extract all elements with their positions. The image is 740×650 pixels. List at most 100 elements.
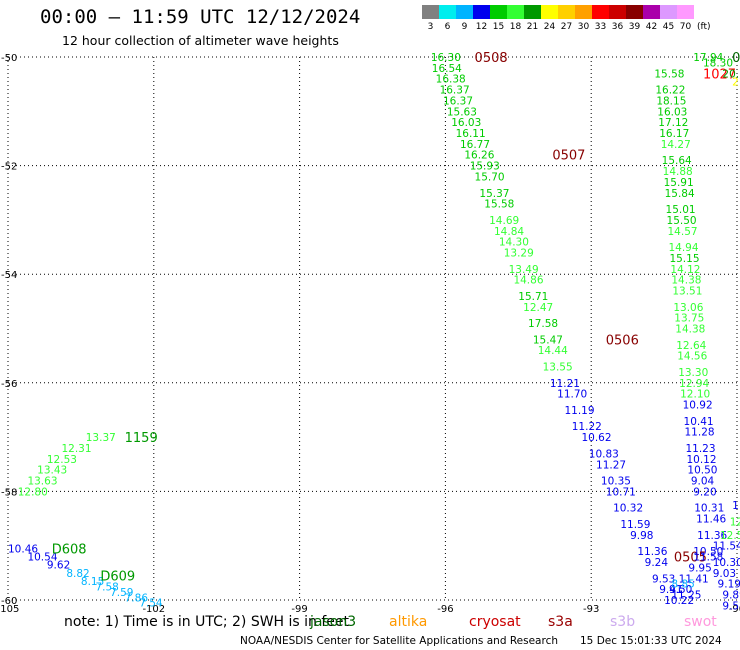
wave-height-point: 16.37 — [440, 85, 470, 97]
wave-height-point: 14.86 — [513, 275, 543, 287]
pass-time-label: D608 — [52, 542, 87, 557]
wave-height-point: 13.51 — [672, 285, 702, 297]
colorbar-swatch: 42 — [643, 5, 660, 32]
wave-height-point: 10.41 — [684, 416, 714, 428]
colorbar-color-box — [524, 5, 541, 19]
wave-height-point: 15.84 — [665, 188, 695, 200]
colorbar-color-box — [626, 5, 643, 19]
wave-height-point: 16.03 — [657, 106, 687, 118]
x-tick-label: -90 — [729, 604, 740, 615]
wave-height-point: 11.54 — [713, 541, 740, 553]
legend-altika: altika — [389, 614, 428, 630]
wave-height-point: 11.70 — [557, 389, 587, 401]
colorbar-swatch: 18 — [507, 5, 524, 32]
wave-height-point: 15.01 — [666, 204, 696, 216]
wave-height-point: 16.17 — [659, 128, 689, 140]
wave-height-point: 12.47 — [523, 302, 553, 314]
wave-height-point: 9.20 — [693, 486, 716, 498]
data-labels: 16.3016.5416.3816.3716.3715.6316.0316.11… — [8, 51, 740, 610]
wave-height-point: 10.83 — [589, 448, 619, 460]
wave-height-point: 10.30 — [713, 557, 740, 569]
colorbar-unit: (ft) — [697, 22, 711, 32]
colorbar-color-box — [490, 5, 507, 19]
wave-height-point: 14.88 — [663, 166, 693, 178]
wave-height-point: 14.38 — [675, 324, 705, 336]
wave-height-point: 16.30 — [431, 52, 461, 64]
wave-height-point: 13.06 — [673, 302, 703, 314]
legend-note: note: 1) Time is in UTC; 2) SWH is in fe… — [64, 614, 350, 630]
colorbar-swatch: 27 — [558, 5, 575, 32]
wave-height-point: 14.44 — [538, 345, 568, 357]
pass-time-label: 0507 — [552, 149, 585, 164]
wave-height-point: 10.31 — [694, 503, 724, 515]
colorbar-label: 24 — [543, 22, 556, 32]
wave-height-point: 15.93 — [470, 161, 500, 173]
colorbar-swatch: 3 — [422, 5, 439, 32]
wave-height-point: 9.41 — [659, 584, 682, 596]
wave-height-point: 16.22 — [655, 85, 685, 97]
colorbar-color-box — [643, 5, 660, 19]
x-tick-label: -105 — [0, 604, 19, 615]
y-tick-label: -54 — [1, 270, 17, 281]
colorbar-color-box — [660, 5, 677, 19]
wave-height-point: 13.63 — [27, 476, 57, 488]
wave-height-point: 8.85 — [671, 579, 694, 591]
colorbar-swatch: 12 — [473, 5, 490, 32]
wave-height-point: 13.30 — [678, 367, 708, 379]
wave-height-point: 15.91 — [664, 177, 694, 189]
wave-height-point: 15.37 — [479, 188, 509, 200]
pass-time-label: 0508 — [475, 51, 508, 66]
y-tick-label: -50 — [1, 53, 17, 64]
colorbar-swatch: 21 — [524, 5, 541, 32]
wave-height-point: 10.35 — [601, 476, 631, 488]
y-tick-label: -58 — [1, 487, 17, 498]
wave-height-point: 13.55 — [543, 362, 573, 374]
wave-height-point: 7.86 — [125, 592, 149, 604]
colorbar-swatch: 6 — [439, 5, 456, 32]
wave-height-point: 14.94 — [668, 242, 698, 254]
colorbar-label: 18 — [509, 22, 522, 32]
pass-time-label: 1159 — [125, 431, 158, 446]
wave-height-point: 20.1 — [722, 68, 740, 80]
wave-height-point: 13.75 — [674, 313, 704, 325]
wave-height-point: 17.12 — [658, 117, 688, 129]
wave-height-point: 15.63 — [447, 106, 477, 118]
wave-height-point: 11.41 — [679, 573, 709, 585]
wave-height-point: 16.26 — [464, 150, 494, 162]
colorbar-swatch: 33 — [592, 5, 609, 32]
wave-height-point: 13.37 — [86, 432, 116, 444]
colorbar-color-box — [592, 5, 609, 19]
legend-jason3: jason3 — [310, 614, 357, 630]
wave-height-point: 9.50 — [669, 584, 692, 596]
wave-height-point: 13.29 — [504, 247, 534, 259]
legend-s3a: s3a — [548, 614, 573, 630]
y-tick-label: -56 — [1, 379, 17, 390]
y-tick-label: -60 — [1, 596, 17, 607]
wave-height-point: 15.15 — [669, 253, 699, 265]
colorbar-swatch: 15 — [490, 5, 507, 32]
colorbar-color-box — [541, 5, 558, 19]
wave-height-point: 12.64 — [676, 340, 706, 352]
colorbar-label: 21 — [526, 22, 539, 32]
wave-height-point: 10.50 — [687, 465, 717, 477]
colorbar-color-box — [422, 5, 439, 19]
wave-height-point: 15.71 — [518, 291, 548, 303]
page-title: 00:00 – 11:59 UTC 12/12/2024 — [40, 6, 361, 28]
wave-height-point: 14.38 — [671, 275, 701, 287]
pass-time-label: 0506 — [606, 333, 639, 348]
x-tick-label: -99 — [291, 604, 307, 615]
x-tick-label: -102 — [142, 604, 165, 615]
wave-height-point: 13.43 — [37, 465, 67, 477]
wave-height-point: 14.56 — [677, 351, 707, 363]
wave-height-point: 9.95 — [688, 562, 711, 574]
page-subtitle: 12 hour collection of altimeter wave hei… — [62, 33, 339, 48]
wave-height-point: 16.03 — [451, 117, 481, 129]
wave-height-point: 11.46 — [696, 514, 726, 526]
colorbar-label: 33 — [594, 22, 607, 32]
wave-height-point: 15.58 — [484, 199, 514, 211]
wave-height-point: 18.30 — [703, 57, 733, 69]
colorbar-swatch: 24 — [541, 5, 558, 32]
wave-height-point: 9.53 — [652, 573, 675, 585]
legend-s3b: s3b — [610, 614, 636, 630]
